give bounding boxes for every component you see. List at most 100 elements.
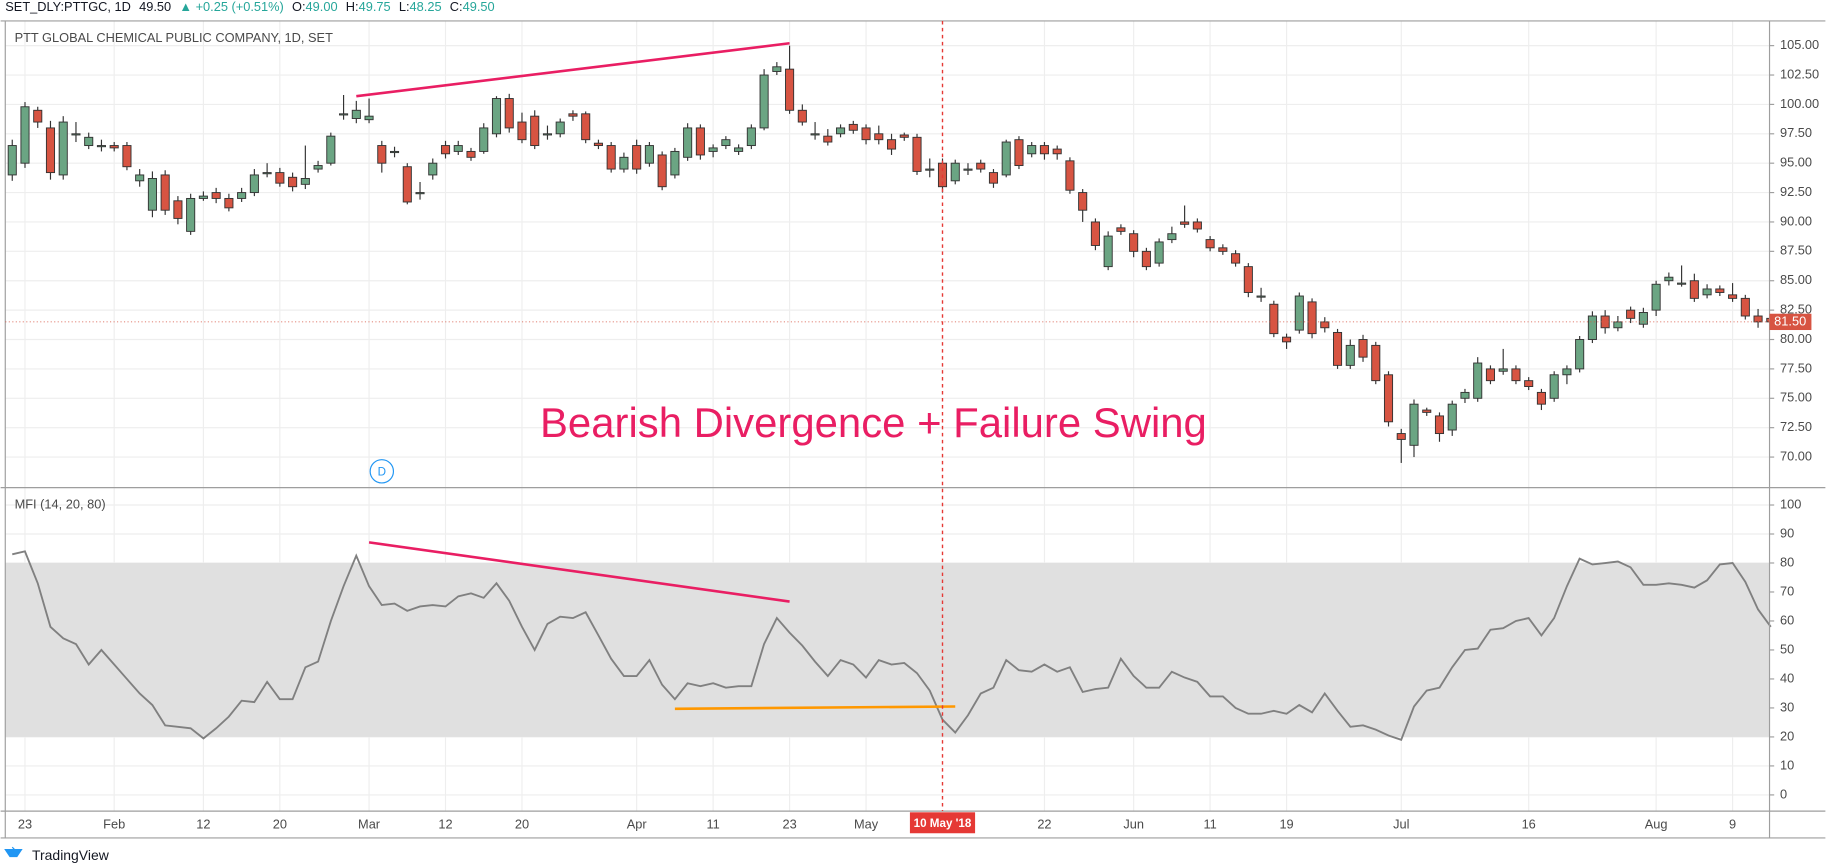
candle-body bbox=[326, 135, 336, 164]
candle-body bbox=[963, 168, 973, 171]
candle-body bbox=[1294, 295, 1304, 331]
event-marker bbox=[369, 459, 395, 484]
candle-body bbox=[1014, 139, 1024, 167]
indicator-title: MFI (14, 20, 80) bbox=[15, 496, 106, 511]
candle-body bbox=[1307, 301, 1317, 335]
x-tick-label: 12 bbox=[438, 816, 452, 831]
y-tick-label: 70.00 bbox=[1780, 448, 1812, 463]
candle-body bbox=[721, 139, 731, 147]
candle-body bbox=[1549, 374, 1559, 399]
candle-body bbox=[1218, 247, 1228, 252]
y-tick-label: 10 bbox=[1780, 757, 1794, 772]
candle-body bbox=[96, 145, 106, 148]
x-tick-label: Jul bbox=[1393, 816, 1409, 831]
candle-body bbox=[734, 147, 744, 152]
candle-body bbox=[976, 162, 986, 170]
candle-body bbox=[644, 145, 654, 164]
ohlc-key: C: bbox=[450, 0, 463, 15]
candle-body bbox=[377, 145, 387, 164]
candle-body bbox=[874, 133, 884, 141]
candle-body bbox=[1626, 309, 1636, 319]
y-tick-label: 0 bbox=[1780, 786, 1787, 801]
candle-body bbox=[504, 98, 514, 129]
candle-body bbox=[339, 113, 349, 116]
y-tick-label: 80.00 bbox=[1780, 331, 1812, 346]
y-tick-label: 82.50 bbox=[1780, 301, 1812, 316]
candle-body bbox=[351, 109, 361, 119]
candle-body bbox=[517, 121, 527, 141]
candle-body bbox=[1103, 235, 1113, 268]
y-tick-label: 100.00 bbox=[1780, 96, 1819, 111]
y-tick-label: 80 bbox=[1780, 554, 1794, 569]
trend-line bbox=[674, 705, 956, 711]
candle-body bbox=[632, 145, 642, 170]
candle-body bbox=[593, 142, 603, 147]
candle-body bbox=[453, 145, 463, 152]
candle-body bbox=[772, 66, 782, 72]
x-tick-label: 11 bbox=[1203, 816, 1216, 831]
candle-body bbox=[1205, 239, 1215, 249]
y-tick-label: 92.50 bbox=[1780, 184, 1812, 199]
candle-body bbox=[1231, 253, 1241, 264]
candle-body bbox=[45, 127, 56, 174]
band bbox=[5, 562, 1770, 737]
candle-body bbox=[249, 174, 259, 194]
candle-body bbox=[1052, 148, 1062, 155]
event-label: D bbox=[378, 466, 386, 479]
candle-body bbox=[1333, 331, 1343, 366]
candle-body bbox=[1358, 339, 1368, 358]
candle-body bbox=[160, 174, 170, 211]
x-tick-label: 19 bbox=[1279, 816, 1293, 831]
x-tick-label: Feb bbox=[103, 816, 125, 831]
candle-body bbox=[785, 68, 795, 111]
candle-body bbox=[237, 192, 247, 199]
candle-body bbox=[84, 136, 94, 147]
candle-body bbox=[415, 192, 425, 195]
ohlc-key: H: bbox=[346, 0, 359, 15]
candle-body bbox=[606, 145, 616, 170]
trend-line bbox=[356, 42, 790, 98]
brand[interactable]: TradingView bbox=[32, 847, 110, 863]
candle-body bbox=[224, 197, 234, 209]
candle-body bbox=[262, 172, 272, 175]
change: ▲ +0.25 (+0.51%) bbox=[179, 0, 283, 15]
candle-body bbox=[1269, 303, 1279, 335]
x-tick-label: Mar bbox=[358, 816, 381, 831]
ohlc-key: L: bbox=[399, 0, 410, 15]
y-tick-label: 72.50 bbox=[1780, 419, 1812, 434]
brand-logo bbox=[4, 846, 23, 858]
candle-body bbox=[836, 127, 846, 135]
last-price-label: 81.50 bbox=[1774, 313, 1806, 328]
candle-body bbox=[886, 139, 897, 150]
candle-body bbox=[1715, 288, 1725, 293]
trend-line bbox=[368, 541, 790, 603]
candle-body bbox=[1447, 403, 1457, 431]
x-tick-label: May bbox=[854, 816, 879, 831]
candle-body bbox=[1536, 391, 1546, 405]
crosshair-tag bbox=[909, 812, 976, 834]
candle-body bbox=[823, 135, 833, 143]
candle-body bbox=[746, 127, 756, 147]
y-tick-label: 97.50 bbox=[1780, 125, 1812, 140]
candle-body bbox=[122, 145, 132, 168]
candle-body bbox=[1473, 362, 1483, 399]
candle-body bbox=[440, 145, 451, 155]
line-series bbox=[12, 550, 1772, 741]
candle-body bbox=[58, 121, 68, 176]
candle-body bbox=[530, 115, 540, 147]
candle-body bbox=[1689, 280, 1699, 299]
ohlc-value: 49.50 bbox=[463, 0, 495, 15]
candle-body bbox=[568, 113, 578, 117]
candle-body bbox=[1587, 315, 1597, 340]
candle-body bbox=[198, 195, 208, 199]
symbol: SET_DLY:PTTGC, 1D bbox=[5, 0, 131, 15]
candle-body bbox=[1740, 297, 1750, 317]
x-tick-label: 9 bbox=[1729, 816, 1736, 831]
candle-body bbox=[1383, 374, 1394, 423]
x-tick-label: 22 bbox=[1037, 816, 1051, 831]
y-tick-label: 102.50 bbox=[1780, 66, 1819, 81]
annotation: Bearish Divergence + Failure Swing bbox=[540, 399, 1207, 446]
candle-body bbox=[1154, 241, 1164, 264]
candle-body bbox=[1027, 145, 1037, 155]
